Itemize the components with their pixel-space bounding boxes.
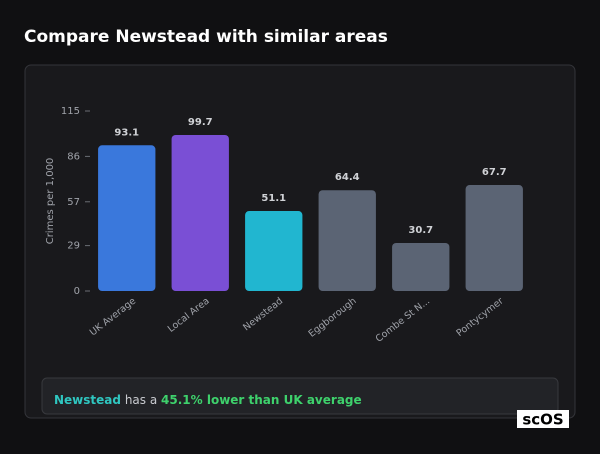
data-label: 64.4: [335, 172, 360, 183]
y-tick-label: 0: [74, 286, 80, 297]
bar: [318, 190, 376, 291]
data-label: 93.1: [114, 127, 139, 138]
summary-text: Newstead has a 45.1% lower than UK avera…: [54, 393, 362, 407]
data-label: 67.7: [482, 167, 507, 178]
data-label: 30.7: [408, 225, 433, 236]
y-axis-label: Crimes per 1,000: [45, 158, 56, 245]
summary-connector: has a: [125, 393, 157, 407]
bar: [392, 242, 450, 291]
bar: [245, 211, 303, 291]
y-tick-label: 57: [67, 197, 80, 208]
y-tick-label: 115: [61, 106, 80, 117]
bar: [98, 145, 156, 291]
summary-box: [41, 377, 559, 415]
logo: scOS: [522, 411, 563, 429]
page-title: Compare Newstead with similar areas: [24, 27, 388, 47]
bar: [171, 134, 229, 291]
logo-box: [517, 410, 569, 428]
bar: [465, 185, 523, 291]
summary-highlight: 45.1% lower than UK average: [161, 393, 362, 407]
data-label: 51.1: [261, 193, 286, 204]
y-tick-label: 29: [67, 241, 80, 252]
y-tick-label: 86: [67, 151, 80, 162]
summary-area: Newstead: [54, 393, 121, 407]
data-label: 99.7: [188, 117, 213, 128]
